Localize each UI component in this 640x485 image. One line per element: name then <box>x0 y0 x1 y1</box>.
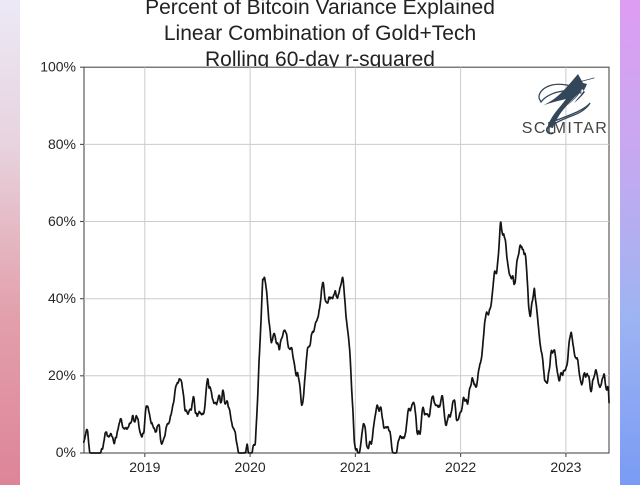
svg-text:2023: 2023 <box>550 459 581 475</box>
svg-text:20%: 20% <box>48 367 76 383</box>
svg-text:2021: 2021 <box>340 459 371 475</box>
svg-text:40%: 40% <box>48 290 76 306</box>
svg-text:0%: 0% <box>56 444 76 460</box>
svg-text:80%: 80% <box>48 136 76 152</box>
svg-text:2022: 2022 <box>445 459 476 475</box>
svg-text:SCIMITAR: SCIMITAR <box>522 120 608 137</box>
svg-text:2020: 2020 <box>235 459 266 475</box>
svg-text:60%: 60% <box>48 213 76 229</box>
svg-text:2019: 2019 <box>129 459 160 475</box>
svg-text:100%: 100% <box>40 59 76 75</box>
